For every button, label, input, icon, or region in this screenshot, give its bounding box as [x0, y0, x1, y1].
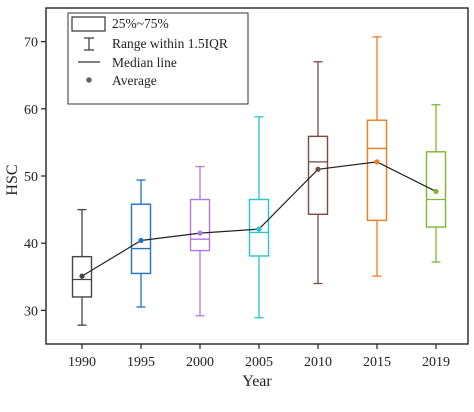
box-group-1995 [130, 179, 152, 308]
iqr-box [307, 135, 329, 216]
box-group-2000 [189, 165, 211, 317]
legend-range-label: Range within 1.5IQR [112, 36, 228, 51]
x-tick-label: 1990 [68, 355, 96, 370]
y-axis-title: HSC [4, 164, 21, 195]
box-group-2015 [366, 36, 388, 277]
legend-average-swatch [86, 77, 92, 83]
y-tick-label: 60 [24, 103, 38, 118]
x-tick-label: 2015 [363, 355, 391, 370]
plot-content [71, 36, 447, 326]
average-point-1990 [79, 273, 85, 279]
legend-box-swatch [71, 16, 106, 32]
legend-box-label: 25%~75% [112, 16, 169, 31]
average-point-2019 [433, 188, 439, 195]
average-point-2010 [315, 166, 321, 172]
legend-median-label: Median line [112, 55, 177, 70]
y-tick-label: 40 [24, 237, 38, 252]
box-group-2010 [307, 61, 329, 285]
average-point-1995 [138, 237, 144, 244]
iqr-box [248, 198, 270, 257]
x-tick-label: 1995 [127, 355, 155, 370]
average-point-2015 [374, 159, 380, 165]
x-tick-label: 2010 [304, 355, 332, 370]
iqr-box [71, 255, 93, 298]
y-axis: 30 40 50 60 70 [24, 36, 46, 319]
y-tick-label: 70 [24, 36, 38, 51]
box-group-2019 [425, 104, 447, 263]
x-axis-title: Year [242, 373, 272, 390]
iqr-box [189, 198, 211, 252]
iqr-box [366, 119, 388, 222]
average-point-2000 [197, 230, 203, 236]
x-tick-label: 2005 [245, 355, 273, 370]
x-axis: 1990 1995 2000 2005 2010 2015 2019 [68, 344, 450, 370]
y-tick-label: 30 [24, 304, 38, 319]
legend: 25%~75% Range within 1.5IQR Median line … [67, 12, 249, 105]
box-group-1990 [71, 208, 93, 326]
legend-frame [67, 12, 249, 105]
legend-range-swatch [84, 37, 94, 51]
iqr-box [425, 151, 447, 228]
box-group-2005 [248, 116, 270, 319]
average-point-2005 [256, 226, 262, 232]
y-tick-label: 50 [24, 170, 38, 185]
x-tick-label: 2000 [186, 355, 214, 370]
legend-average-label: Average [112, 73, 157, 88]
x-tick-label: 2019 [422, 355, 450, 370]
